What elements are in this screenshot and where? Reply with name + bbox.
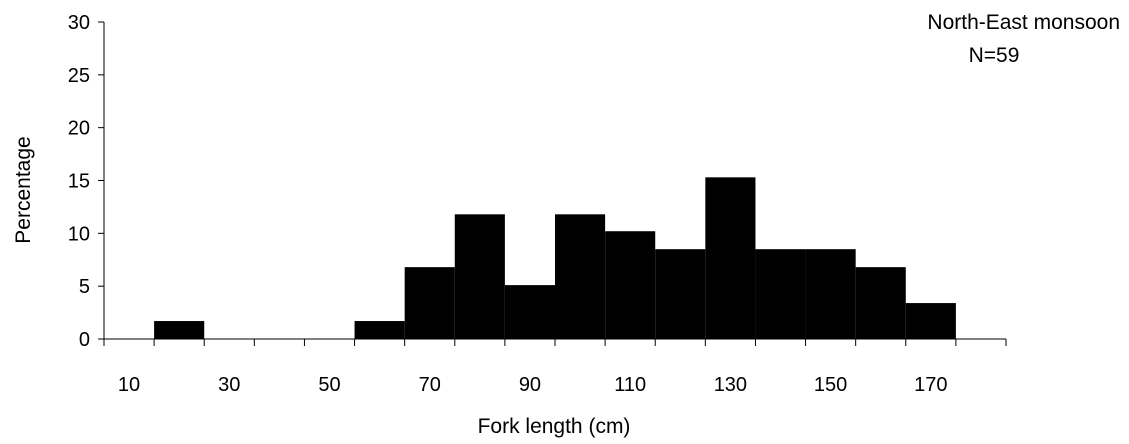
y-tick-label-20: 20 (68, 118, 90, 140)
y-tick-label-5: 5 (79, 276, 90, 298)
bar-80 (454, 214, 505, 339)
annotation-season: North-East monsoon (927, 11, 1120, 34)
bar-90 (504, 285, 555, 339)
y-tick-label-25: 25 (68, 65, 90, 87)
x-tick-label-50: 50 (318, 374, 340, 396)
y-axis-title: Percentage (12, 136, 35, 243)
x-tick-labels: 10 30 50 70 90 110 130 150 170 (118, 374, 948, 396)
x-tick-label-70: 70 (419, 374, 441, 396)
x-tick-label-30: 30 (218, 374, 240, 396)
x-tick-label-170: 170 (914, 374, 947, 396)
bar-170 (905, 303, 956, 339)
x-tick-label-150: 150 (814, 374, 847, 396)
x-tick-label-110: 110 (614, 374, 646, 396)
y-tick-labels: 0 5 10 15 20 25 30 (68, 12, 90, 351)
bar-100 (555, 214, 606, 339)
x-tick-label-90: 90 (519, 374, 541, 396)
bar-20 (154, 321, 205, 339)
bar-60 (354, 321, 405, 339)
bars-group (154, 177, 956, 339)
axes-group (98, 21, 1007, 346)
bar-140 (755, 249, 806, 339)
x-axis-title: Fork length (cm) (478, 415, 631, 438)
y-tick-label-0: 0 (79, 329, 90, 351)
x-tick-label-130: 130 (714, 374, 747, 396)
x-tick-label-10: 10 (118, 374, 140, 396)
bar-110 (605, 231, 656, 339)
bar-130 (705, 177, 756, 339)
y-tick-label-10: 10 (68, 223, 90, 245)
annotation-sample-size: N=59 (969, 44, 1020, 67)
bar-160 (855, 267, 906, 339)
bar-70 (404, 267, 455, 339)
y-tick-label-30: 30 (68, 12, 90, 34)
bar-120 (655, 249, 706, 339)
y-tick-label-15: 15 (68, 171, 90, 193)
bar-150 (805, 249, 856, 339)
